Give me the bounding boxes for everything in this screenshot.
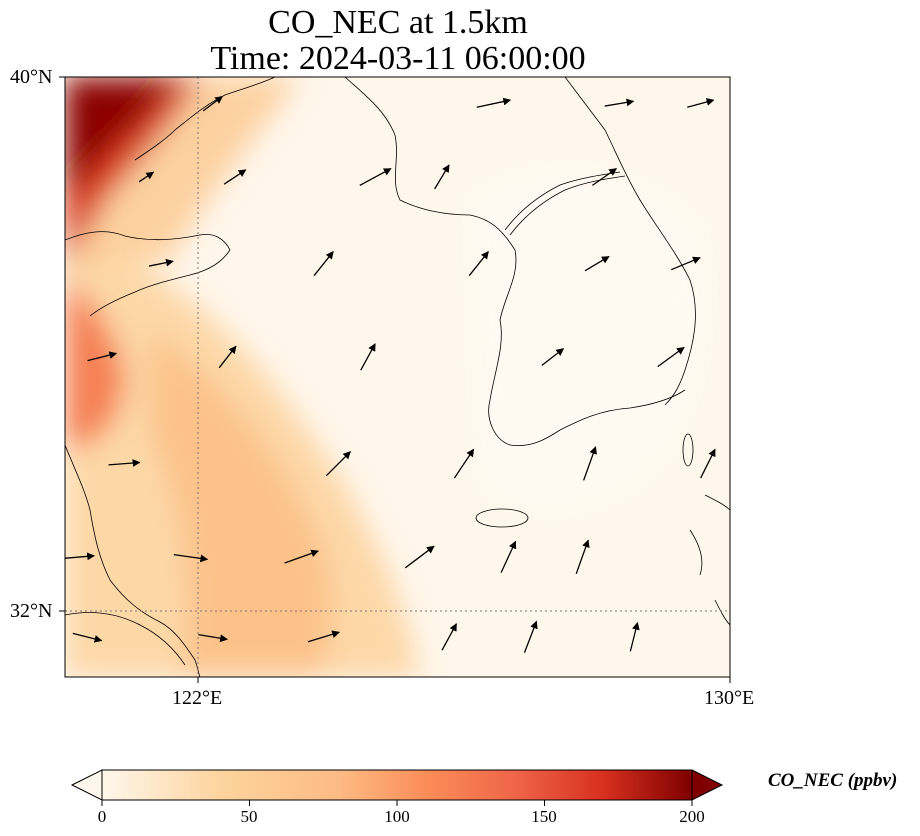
wind-vector <box>687 98 715 108</box>
colorbar-extend-high <box>691 769 724 801</box>
wind-vector <box>148 258 174 267</box>
wind-vector <box>359 168 392 186</box>
wind-vector <box>87 351 118 362</box>
wind-vector <box>584 255 610 272</box>
colorbar-ticklabel-50: 50 <box>240 807 258 826</box>
wind-vector <box>604 98 635 107</box>
coastline-jeju <box>475 508 529 528</box>
wind-vector <box>453 448 475 479</box>
wind-vector <box>202 95 224 112</box>
coastlines <box>65 77 730 677</box>
wind-vector <box>138 171 155 183</box>
gridlines <box>65 77 730 677</box>
colorbar-ticklabel-0: 0 <box>97 807 107 826</box>
wind-vector <box>218 345 237 369</box>
wind-vector <box>72 632 103 643</box>
colorbar-label: CO_NEC (ppbv) <box>768 770 898 791</box>
wind-vector <box>575 539 590 575</box>
wind-vector <box>313 251 334 277</box>
title-line1: CO_NEC at 1.5km <box>268 4 528 41</box>
wind-vectors <box>65 95 716 653</box>
concentration-field <box>65 77 730 677</box>
coastline-korea-west <box>344 77 686 447</box>
field-inner-band <box>150 330 332 677</box>
coastline-yangtze <box>65 612 186 666</box>
wind-vector <box>500 540 517 573</box>
wind-vector <box>404 545 435 569</box>
wind-vector <box>592 168 618 186</box>
lon-label-122: 122°E <box>172 687 223 709</box>
field-northwest-core <box>65 77 180 200</box>
wind-vector <box>523 620 538 653</box>
coastline-liaodong <box>134 77 276 161</box>
axis-ticks <box>59 76 731 683</box>
coastline-jiangsu <box>65 444 201 677</box>
coastline-kyushu <box>689 494 730 626</box>
coastline-tsushima <box>682 433 694 467</box>
wind-vector <box>223 169 247 185</box>
coastline-shandong <box>89 249 231 317</box>
wind-vector <box>441 623 457 651</box>
lat-label-40: 40°N <box>10 66 53 88</box>
colorbar-ticklabel-150: 150 <box>531 807 557 826</box>
wind-vector <box>541 348 565 366</box>
colorbar-ticklabel-100: 100 <box>384 807 410 826</box>
wind-vector <box>671 256 701 271</box>
lon-label-130: 130°E <box>704 687 755 709</box>
wind-vector <box>582 446 597 481</box>
lat-label-32: 32°N <box>10 600 53 622</box>
wind-vector <box>307 630 340 643</box>
wind-vector <box>108 459 141 467</box>
wind-vector <box>198 633 228 643</box>
colorbar <box>70 769 724 806</box>
wind-vector <box>700 448 716 479</box>
colorbar-gradient <box>101 769 693 801</box>
wind-vector <box>65 552 95 561</box>
wind-vector <box>173 553 209 563</box>
coastline-korea-east <box>564 77 696 406</box>
colorbar-extend-low <box>70 769 103 801</box>
wind-vector <box>434 164 450 190</box>
field-west-coast-plume <box>65 280 125 450</box>
colorbar-ticklabel-200: 200 <box>679 807 705 826</box>
field-korea-low <box>470 171 708 509</box>
wind-vector <box>657 346 685 368</box>
wind-vector <box>476 97 512 108</box>
wind-vector <box>360 343 376 371</box>
border-korea-dmz-2 <box>509 175 626 236</box>
map-frame <box>64 76 731 678</box>
coastline-bohai-south <box>65 231 231 251</box>
wind-vector <box>629 621 640 652</box>
wind-vector <box>468 251 489 277</box>
wind-vector <box>325 451 351 477</box>
border-korea-dmz <box>504 171 621 231</box>
title-line2: Time: 2024-03-11 06:00:00 <box>210 40 586 77</box>
wind-vector <box>284 549 319 564</box>
